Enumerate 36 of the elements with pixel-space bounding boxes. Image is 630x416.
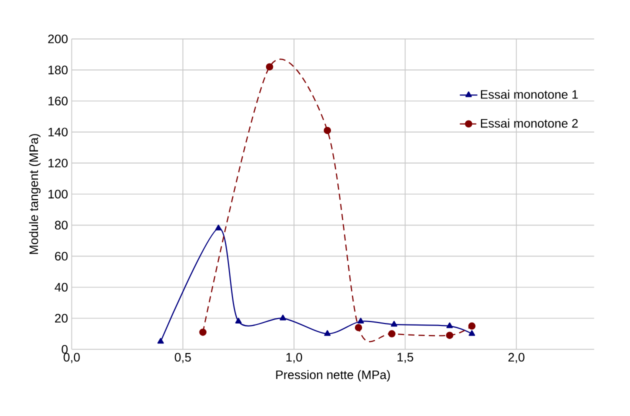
y-tick-label: 0	[62, 345, 68, 354]
point	[199, 328, 207, 336]
y-tick-label: 160	[48, 96, 68, 106]
y-tick-label: 20	[55, 314, 68, 323]
x-tick-label: 0,5	[174, 352, 191, 364]
y-tick-label: 80	[54, 220, 68, 230]
legend-label: Essai monotone 2	[480, 118, 578, 128]
legend-label: Essai monotone 1	[480, 90, 578, 99]
point	[446, 332, 454, 340]
point	[280, 314, 286, 320]
x-tick-label: 1,0	[286, 352, 302, 364]
y-tick-label: 200	[48, 34, 68, 44]
x-tick-label: 1,5	[398, 352, 414, 364]
point	[388, 330, 396, 338]
point	[266, 63, 274, 71]
y-tick-label: 180	[48, 66, 68, 74]
y-tick-label: 40	[54, 282, 68, 292]
y-tick-label: 60	[55, 252, 68, 261]
point	[324, 126, 332, 134]
point	[235, 318, 242, 324]
point	[324, 330, 331, 336]
y-tick-label: 120	[48, 158, 68, 168]
y-axis-title: Module tangent (MPa)	[29, 134, 41, 254]
point	[446, 322, 453, 328]
y-tick-label: 100	[48, 190, 68, 199]
point	[357, 318, 364, 324]
point	[468, 330, 476, 336]
x-axis-title: Pression nette (MPa)	[276, 370, 390, 382]
point	[354, 324, 362, 332]
point	[157, 338, 164, 344]
point	[390, 320, 398, 327]
point	[468, 322, 476, 330]
x-tick-label: 0,0	[64, 352, 80, 364]
point	[215, 224, 222, 230]
x-tick-label: 2,0	[508, 352, 524, 364]
y-tick-label: 140	[48, 128, 68, 136]
